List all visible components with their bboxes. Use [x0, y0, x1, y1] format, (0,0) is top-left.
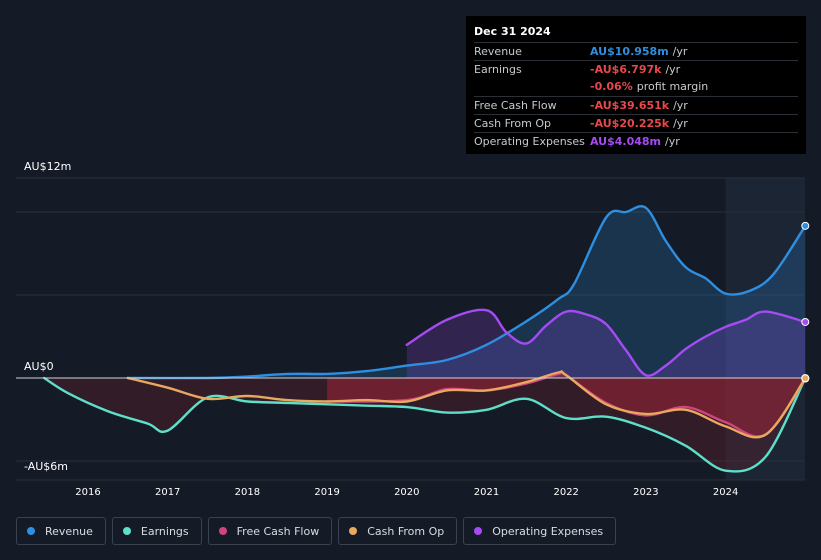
- legend-label: Revenue: [45, 524, 93, 538]
- x-tick-label: 2022: [553, 487, 578, 498]
- x-tick-label: 2024: [713, 487, 738, 498]
- legend-label: Free Cash Flow: [236, 524, 320, 538]
- revenue-dot-icon: [27, 527, 35, 535]
- tooltip-row-operating-expenses: Operating Expenses AU$4.048m /yr: [474, 131, 798, 150]
- earnings-area: [44, 378, 806, 472]
- legend-item-earnings[interactable]: Earnings: [111, 517, 202, 545]
- tooltip-value: AU$10.958m: [590, 45, 669, 59]
- tooltip-label: Earnings: [474, 63, 522, 77]
- legend-item-revenue[interactable]: Revenue: [16, 517, 106, 545]
- earnings-line: [43, 376, 807, 473]
- y-label-bottom: -AU$6m: [24, 460, 68, 473]
- cash-from-op-line: [126, 370, 807, 439]
- tooltip-label: Operating Expenses: [474, 135, 585, 149]
- tooltip-label: Cash From Op: [474, 116, 552, 130]
- tooltip-unit: /yr: [665, 135, 680, 149]
- tooltip-unit: /yr: [673, 116, 688, 130]
- chart-area: AU$12m AU$0 -AU$6m 2016 2017 2018 2019 2020 2…: [16, 160, 810, 498]
- x-tick-label: 2016: [75, 487, 100, 498]
- legend-item-cash-from-op[interactable]: Cash From Op: [338, 517, 458, 545]
- operating-expenses-end-marker[interactable]: [801, 317, 810, 326]
- operating-expenses-line: [405, 308, 807, 377]
- earnings-dot-icon: [122, 527, 131, 535]
- tooltip-value: -AU$39.651k: [590, 98, 670, 112]
- revenue-line: [126, 205, 807, 380]
- tooltip-panel: Dec 31 2024 Revenue AU$10.958m /yr Earni…: [466, 16, 806, 154]
- tooltip-row-cash-from-op: Cash From Op -AU$20.225k /yr: [474, 113, 798, 132]
- tooltip-value: -AU$6.797k: [590, 63, 662, 77]
- x-tick-label: 2020: [394, 487, 419, 498]
- operating-expenses-area: [406, 309, 806, 378]
- legend-item-free-cash-flow[interactable]: Free Cash Flow: [207, 517, 333, 545]
- tooltip-row-revenue: Revenue AU$10.958m /yr: [474, 42, 798, 60]
- x-tick-label: 2021: [474, 487, 499, 498]
- tooltip-unit: profit margin: [636, 80, 709, 94]
- tooltip-unit: /yr: [673, 98, 688, 112]
- cash-from-op-dot-icon: [349, 527, 358, 535]
- x-tick-label: 2018: [235, 487, 260, 498]
- tooltip-label: Revenue: [474, 45, 522, 59]
- tooltip-row-free-cash-flow: Free Cash Flow -AU$39.651k /yr: [474, 95, 798, 114]
- legend-label: Cash From Op: [367, 524, 445, 538]
- operating-expenses-dot-icon: [474, 527, 483, 535]
- legend-label: Operating Expenses: [492, 524, 604, 538]
- tooltip-value: AU$4.048m: [590, 135, 662, 149]
- x-tick-label: 2019: [314, 487, 339, 498]
- tooltip-row-profit-margin: -0.06% profit margin: [474, 78, 798, 95]
- tooltip-row-earnings: Earnings -AU$6.797k /yr: [474, 60, 798, 78]
- x-tick-label: 2017: [155, 487, 180, 498]
- tooltip-label: Free Cash Flow: [474, 98, 557, 112]
- x-tick-label: 2023: [633, 487, 658, 498]
- legend: Revenue Earnings Free Cash Flow Cash Fro…: [16, 517, 617, 545]
- tooltip-value: -AU$20.225k: [590, 116, 670, 130]
- tooltip-unit: /yr: [665, 63, 681, 77]
- legend-item-operating-expenses[interactable]: Operating Expenses: [463, 517, 617, 545]
- revenue-area: [127, 206, 806, 379]
- free-cash-flow-dot-icon: [218, 527, 227, 535]
- y-label-top: AU$12m: [24, 160, 71, 173]
- tooltip-unit: /yr: [672, 45, 688, 59]
- legend-label: Earnings: [140, 524, 189, 538]
- revenue-end-marker[interactable]: [801, 221, 810, 230]
- y-label-zero: AU$0: [24, 360, 54, 373]
- tooltip-value: -0.06%: [590, 80, 633, 94]
- cash-from-op-end-marker[interactable]: [801, 374, 810, 383]
- tooltip-date: Dec 31 2024: [474, 25, 551, 38]
